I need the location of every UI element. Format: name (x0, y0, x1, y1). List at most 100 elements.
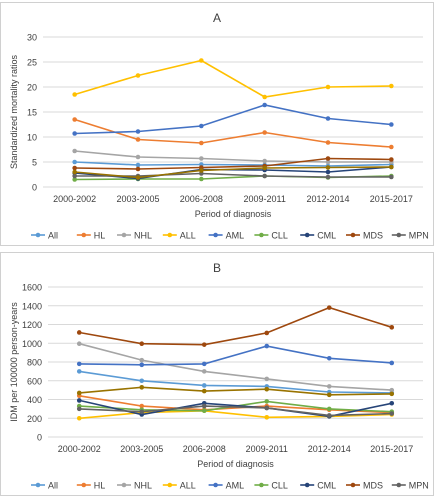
chart-a-legend-marker (350, 232, 356, 238)
chart-a-point-pcm (135, 175, 141, 180)
chart-a-point-hl (135, 137, 141, 142)
chart-b-ytick-label: 0 (37, 433, 42, 443)
chart-a-point-cll (72, 177, 77, 182)
chart-b-xtick-label: 2015-2017 (370, 444, 413, 454)
chart-a-legend-label: MPN (409, 231, 429, 241)
chart-b-legend-label: All (48, 481, 58, 491)
chart-b-xtick-label: 2006-2008 (183, 444, 226, 454)
chart-b-series-line-mpn (79, 405, 392, 417)
chart-panel-a: A 0 5 10 15 20 25 30 2000-2002 2003-2005 2006-2008… (0, 2, 434, 246)
chart-a-legend-label: NHL (134, 231, 152, 241)
chart-b-legend-label: CLL (271, 481, 288, 491)
chart-a-title: A (213, 11, 221, 25)
chart-a-point-mpn (325, 174, 331, 180)
chart-a-point-mpn (389, 174, 394, 180)
chart-a-point-mds (325, 156, 331, 161)
chart-a-point-nhl (135, 154, 141, 160)
chart-a-legend-label: MDS (363, 231, 383, 241)
chart-b-legend-label: MPN (409, 481, 429, 491)
chart-a-legend-marker (35, 232, 41, 238)
chart-b-title: B (213, 261, 221, 275)
chart-a-point-cml (325, 169, 331, 175)
chart-a-legend-marker (81, 232, 87, 238)
chart-a-legend-marker (167, 232, 173, 238)
chart-a-point-aml (389, 122, 394, 127)
chart-a-point-aml (325, 116, 331, 121)
chart-a-point-hl (389, 144, 394, 150)
chart-a-point-pcm (262, 165, 267, 171)
chart-b-legend: AllHLNHLALLAMLCLLCMLMDSMPNPCM (31, 481, 429, 491)
chart-b-point-mpn (389, 411, 395, 416)
chart-b-legend-label: MDS (363, 481, 383, 491)
chart-a-x-axis-title: Period of diagnosis (195, 209, 272, 219)
chart-a-point-pcm (389, 164, 394, 170)
chart-a-point-mds (389, 157, 394, 162)
chart-a-xtick-label: 2015-2017 (370, 194, 413, 204)
chart-a-point-mpn (72, 173, 77, 179)
chart-b-point-aml (326, 355, 332, 361)
chart-b-legend-label: NHL (134, 481, 152, 491)
chart-a-point-nhl (72, 148, 77, 154)
chart-a-ytick-label: 5 (32, 158, 37, 168)
chart-b-legend-marker (396, 482, 402, 488)
chart-a-point-mds (135, 166, 141, 172)
chart-b-legend-marker (213, 482, 218, 488)
chart-a-series-line-all (74, 161, 392, 167)
chart-b-svg: B 0 200 400 600 800 1000 1200 1400 1600 2000-2002 2… (9, 261, 429, 491)
chart-b-xtick-label: 2009-2011 (246, 444, 288, 454)
chart-b-point-aml (201, 361, 207, 367)
chart-b-series-line-all (79, 370, 392, 394)
chart-a-point-mpn (262, 173, 267, 179)
chart-b-point-nhl (389, 387, 395, 393)
chart-a-xtick-label: 2006-2008 (180, 194, 223, 204)
chart-b-point-mds (76, 330, 82, 335)
chart-a-y-axis-title: Standardized mortality ratios (9, 54, 19, 169)
chart-b-legend-marker (121, 482, 127, 488)
chart-panel-b: B 0 200 400 600 800 1000 1200 1400 1600 2000-2002 2… (0, 252, 434, 496)
chart-a-ytick-label: 20 (27, 83, 37, 93)
chart-a-legend-label: CLL (271, 231, 288, 241)
chart-b-ytick-label: 1600 (22, 283, 42, 293)
chart-b-point-mds (139, 341, 145, 347)
chart-a-legend-label: CML (317, 231, 336, 241)
chart-a-point-all (72, 159, 77, 165)
chart-b-ytick-label: 400 (27, 395, 42, 405)
chart-a-series-group (72, 58, 394, 182)
chart-b-ytick-label: 1400 (22, 301, 42, 311)
chart-a-point-aml (262, 102, 267, 108)
chart-a-series-line-mds (74, 157, 392, 170)
chart-a-series-line-aml (74, 104, 392, 135)
chart-b-point-aml (264, 343, 270, 349)
chart-b-series-line-hl (79, 395, 392, 414)
chart-b-legend-marker (35, 482, 41, 488)
chart-b-point-all (76, 369, 82, 374)
chart-b-point-mpn (201, 403, 207, 409)
chart-b-ytick-label: 1200 (22, 320, 42, 330)
chart-a-xtick-label: 2009-2011 (243, 194, 285, 204)
chart-b-point-mpn (139, 409, 145, 414)
chart-b-point-nhl (264, 376, 270, 382)
chart-a-series-line-hl (74, 118, 392, 148)
chart-a-point-all (135, 162, 141, 168)
chart-a-point-pcm (199, 168, 204, 173)
chart-a-point-all (389, 83, 394, 89)
chart-b-point-all (139, 378, 145, 384)
chart-a-point-aml (135, 129, 141, 134)
chart-b-point-pcm (389, 391, 395, 397)
chart-a-legend-label: AML (226, 231, 245, 241)
chart-a-legend-marker (259, 232, 264, 238)
chart-b-x-axis-title: Period of diagnosis (197, 459, 274, 469)
chart-a-legend-marker (396, 232, 402, 238)
chart-a-legend-label: ALL (180, 231, 196, 241)
chart-a-point-pcm (72, 169, 77, 175)
chart-b-ytick-label: 800 (27, 358, 42, 368)
chart-b-point-nhl (201, 369, 207, 374)
chart-b-point-cll (326, 406, 332, 412)
chart-a-point-all (199, 58, 204, 63)
chart-b-point-cll (264, 399, 270, 404)
chart-a-legend-marker (304, 232, 310, 238)
chart-a-point-all (325, 84, 331, 90)
chart-a-point-nhl (199, 156, 204, 161)
chart-a-point-aml (72, 131, 77, 136)
